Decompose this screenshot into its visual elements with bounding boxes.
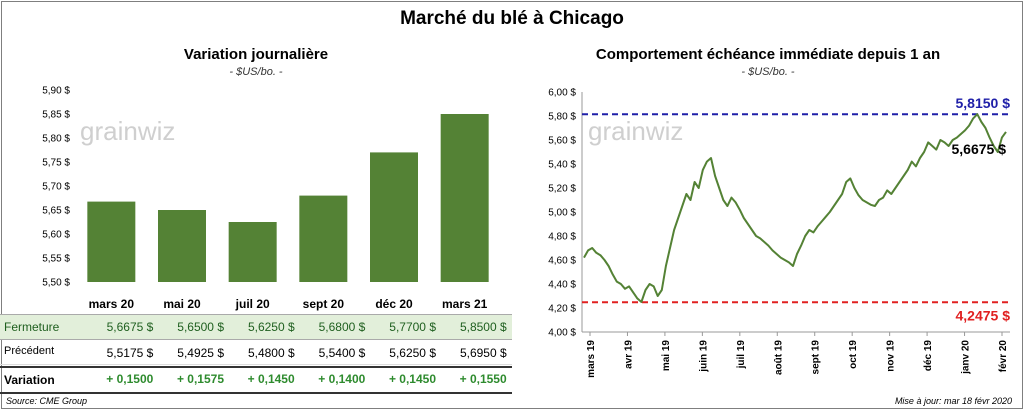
right-chart-title: Comportement échéance immédiate depuis 1…: [595, 46, 941, 63]
y-tick-label: 5,70 $: [42, 182, 70, 193]
x-tick-label: mai 19: [661, 340, 672, 372]
y-tick-label: 5,75 $: [42, 158, 70, 169]
page-title: Marché du blé à Chicago: [400, 8, 624, 29]
table-cell-variation: + 0,1500: [106, 372, 154, 386]
table-cell-fermeture: 5,6500 $: [177, 320, 224, 334]
y-tick-label: 5,60 $: [42, 230, 70, 241]
row-label-variation: Variation: [4, 373, 55, 387]
left-chart-title: Variation journalière: [183, 46, 329, 63]
x-tick-label: juin 19: [698, 340, 709, 373]
table-cell-precedent: 5,6950 $: [459, 346, 507, 360]
price-series-line: [583, 113, 1007, 303]
left-chart-unit: - $US/bo. -: [229, 66, 283, 78]
x-tick-label: nov 19: [886, 340, 897, 372]
y-tick-label: 4,60 $: [548, 256, 576, 267]
bar: [370, 152, 418, 282]
table-cell-fermeture: 5,6250 $: [247, 320, 295, 334]
y-tick-label: 5,80 $: [548, 112, 576, 123]
table-cell-fermeture: 5,7700 $: [389, 320, 436, 334]
right-chart-unit: - $US/bo. -: [741, 66, 795, 78]
row-label-precedent: Précédent: [4, 345, 55, 357]
y-tick-label: 4,00 $: [548, 328, 576, 339]
table-cell-variation: + 0,1450: [247, 372, 295, 386]
table-cell-precedent: 5,5400 $: [318, 346, 366, 360]
table-cell-variation: + 0,1450: [388, 372, 436, 386]
table-cell-variation: + 0,1550: [459, 372, 507, 386]
y-tick-label: 5,50 $: [42, 278, 70, 289]
y-tick-label: 6,00 $: [548, 88, 576, 99]
x-tick-label: oct 19: [848, 340, 859, 369]
y-tick-label: 5,90 $: [42, 86, 70, 97]
y-tick-label: 5,20 $: [548, 184, 576, 195]
x-tick-label: janv 20: [961, 340, 972, 375]
y-tick-label: 5,65 $: [42, 206, 70, 217]
x-tick-label: mars 20: [89, 297, 135, 311]
table-cell-precedent: 5,4925 $: [177, 346, 224, 360]
x-tick-label: juil 20: [235, 297, 270, 311]
line-chart: 4,00 $ 4,20 $ 4,40 $ 4,60 $ 4,80 $ 5,00 $ 5,20…: [548, 88, 1011, 378]
last-value-label: 5,6675 $: [952, 141, 1007, 157]
min-label: 4,2475 $: [956, 307, 1011, 323]
y-tick-label: 5,60 $: [548, 136, 576, 147]
x-tick-label: mai 20: [163, 297, 201, 311]
update-note: Mise à jour: mar 18 févr 2020: [894, 396, 1012, 406]
y-tick-label: 5,85 $: [42, 110, 70, 121]
x-tick-label: août 19: [773, 340, 784, 375]
x-tick-label: sept 20: [303, 297, 345, 311]
source-note: Source: CME Group: [6, 396, 88, 406]
y-tick-label: 5,00 $: [548, 208, 576, 219]
table-cell-fermeture: 5,6675 $: [106, 320, 154, 334]
y-tick-label: 4,20 $: [548, 304, 576, 315]
bar: [158, 210, 206, 282]
y-tick-label: 4,40 $: [548, 280, 576, 291]
bar-chart: 5,50 $ 5,55 $ 5,60 $ 5,65 $ 5,70 $ 5,75 $ 5,80…: [42, 86, 489, 311]
y-tick-label: 5,55 $: [42, 254, 70, 265]
x-tick-label: déc 20: [375, 297, 413, 311]
table-cell-precedent: 5,4800 $: [247, 346, 295, 360]
table-cell-variation: + 0,1400: [318, 372, 366, 386]
bar: [440, 114, 489, 282]
x-tick-label: sept 19: [811, 340, 822, 375]
y-tick-label: 4,80 $: [548, 232, 576, 243]
table-cell-precedent: 5,6250 $: [389, 346, 436, 360]
watermark-left: grainwiz: [80, 116, 175, 146]
bar: [87, 201, 136, 282]
watermark-right: grainwiz: [588, 116, 683, 146]
table-cell-fermeture: 5,6800 $: [318, 320, 366, 334]
x-tick-label: mars 19: [586, 340, 597, 378]
y-tick-label: 5,80 $: [42, 134, 70, 145]
table-cell-precedent: 5,5175 $: [106, 346, 154, 360]
x-tick-label: févr 20: [998, 340, 1009, 373]
bar: [228, 222, 277, 282]
x-tick-label: mars 21: [442, 297, 488, 311]
x-tick-label: déc 19: [923, 340, 934, 372]
x-tick-label: avr 19: [623, 340, 634, 369]
y-tick-label: 5,40 $: [548, 160, 576, 171]
max-label: 5,8150 $: [956, 95, 1011, 111]
table-row-fermeture: Fermeture: [0, 314, 512, 340]
table-cell-fermeture: 5,8500 $: [459, 320, 507, 334]
table-row-variation: Variation: [0, 366, 512, 394]
table-row-precedent: Précédent: [0, 340, 512, 365]
bar: [299, 195, 348, 282]
row-label-fermeture: Fermeture: [4, 320, 60, 334]
x-tick-label: juil 19: [736, 340, 747, 370]
table-cell-variation: + 0,1575: [176, 372, 224, 386]
